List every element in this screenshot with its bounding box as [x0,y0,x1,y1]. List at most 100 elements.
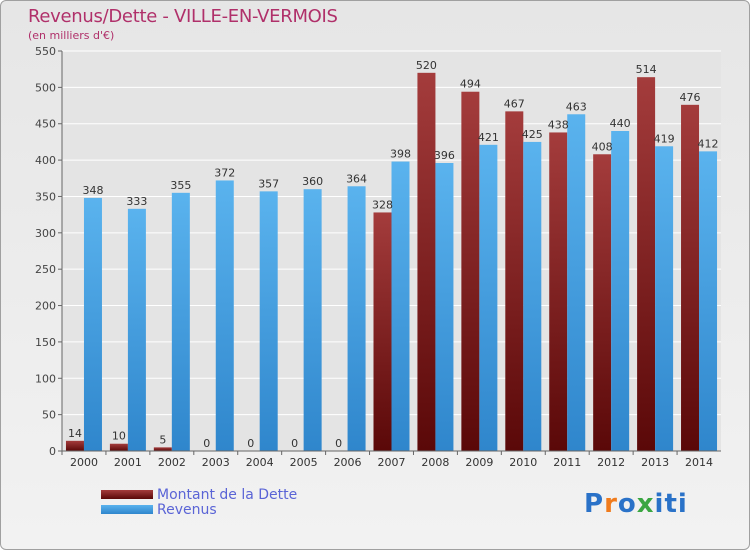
bar-dette [417,72,436,452]
x-tick-label: 2005 [290,456,318,469]
y-tick-label: 300 [35,227,56,240]
x-tick-label: 2006 [334,456,362,469]
data-label-dette: 494 [460,78,481,91]
bar-revenus [391,161,410,451]
y-tick-label: 400 [35,154,56,167]
bar-dette [373,212,392,451]
data-label-dette: 0 [291,437,298,450]
x-tick-label: 2014 [685,456,713,469]
y-tick-label: 350 [35,190,56,203]
logo-letter: P [584,489,605,519]
x-tick-label: 2004 [246,456,274,469]
bar-revenus [171,192,190,451]
bar-revenus [127,208,146,451]
bar-dette [681,104,700,452]
x-tick-label: 2012 [597,456,625,469]
legend: Montant de la Dette Revenus [101,486,298,518]
y-tick-label: 50 [42,409,56,422]
x-tick-label: 2009 [465,456,493,469]
bar-dette [461,91,480,452]
bar-dette [65,440,84,451]
bar-dette [593,154,612,452]
data-label-revenus: 348 [82,184,103,197]
legend-item-debt: Montant de la Dette [101,486,298,503]
bar-revenus [303,189,322,451]
data-label-dette: 0 [335,437,342,450]
y-tick-label: 500 [35,81,56,94]
data-label-dette: 328 [372,198,393,211]
data-label-revenus: 372 [214,166,235,179]
legend-label-revenus: Revenus [157,501,217,518]
bar-revenus [347,186,366,452]
logo-letter: x [636,489,655,519]
bar-revenus [215,180,234,452]
logo-letter: o [617,489,637,519]
y-tick-label: 200 [35,300,56,313]
bar-revenus [435,163,454,451]
logo-letter: r [604,489,618,519]
x-tick-label: 2003 [202,456,230,469]
data-label-dette: 0 [247,437,254,450]
legend-item-revenus: Revenus [101,501,297,518]
bar-dette [153,447,172,451]
x-tick-label: 2007 [378,456,406,469]
legend-label-debt: Montant de la Dette [157,486,298,503]
data-label-revenus: 355 [170,179,191,192]
bar-revenus [611,131,630,451]
data-label-revenus: 357 [258,177,279,190]
bar-revenus [699,151,718,451]
x-tick-label: 2013 [641,456,669,469]
bar-dette [505,111,524,451]
y-tick-label: 100 [35,372,56,385]
x-tick-label: 2010 [509,456,537,469]
data-label-revenus: 419 [654,132,675,145]
data-label-dette: 10 [112,430,126,443]
data-label-dette: 408 [592,140,613,153]
y-tick-label: 0 [49,445,56,458]
data-label-revenus: 440 [610,117,631,130]
logo-letter: t [664,489,678,519]
data-label-revenus: 396 [434,149,455,162]
data-label-dette: 520 [416,59,437,72]
data-label-dette: 0 [203,437,210,450]
y-tick-label: 150 [35,336,56,349]
data-label-dette: 14 [68,427,82,440]
y-tick-label: 250 [35,263,56,276]
data-label-dette: 476 [680,91,701,104]
data-label-revenus: 398 [390,148,411,161]
bar-revenus [655,146,674,452]
bar-revenus [83,197,102,451]
legend-swatch-debt [101,490,153,499]
x-tick-label: 2002 [158,456,186,469]
data-label-dette: 5 [159,433,166,446]
data-label-dette: 514 [636,63,657,76]
bar-dette [637,77,656,451]
data-label-revenus: 463 [566,100,587,113]
data-label-revenus: 421 [478,131,499,144]
legend-swatch-revenus [101,505,153,514]
logo-letter: i [677,489,688,519]
chart-title: Revenus/Dette - VILLE-EN-VERMOIS [28,6,338,27]
bar-revenus [479,144,498,451]
chart-subtitle: (en milliers d'€) [28,29,115,42]
y-tick-label: 550 [35,45,56,58]
bar-dette [549,132,568,452]
data-label-revenus: 425 [522,128,543,141]
x-tick-label: 2000 [70,456,98,469]
bar-dette [109,443,128,451]
proxiti-logo: Proxiti [584,489,688,519]
x-tick-label: 2001 [114,456,142,469]
data-label-revenus: 360 [302,175,323,188]
y-tick-label: 450 [35,118,56,131]
bar-revenus [259,191,278,451]
data-label-revenus: 412 [698,137,719,150]
data-label-revenus: 333 [126,195,147,208]
x-tick-label: 2011 [553,456,581,469]
bar-revenus [567,114,586,451]
logo-letter: i [654,489,665,519]
data-label-revenus: 364 [346,172,367,185]
data-label-dette: 467 [504,97,525,110]
x-tick-label: 2008 [421,456,449,469]
